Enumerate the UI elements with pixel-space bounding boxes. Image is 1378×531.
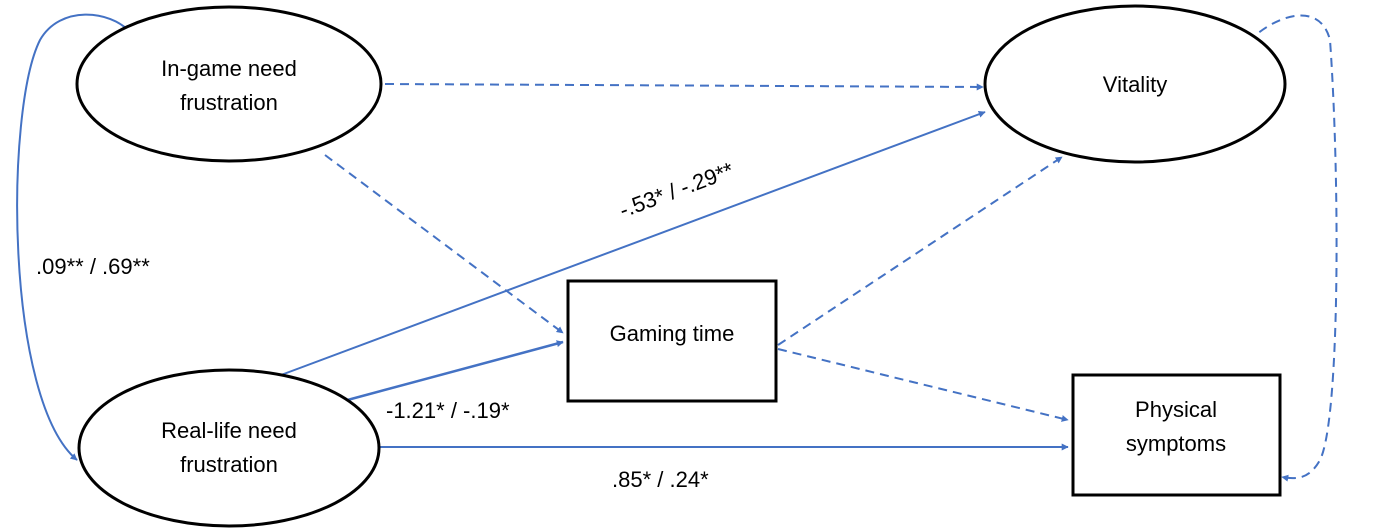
node-real-life-label-line2: frustration	[180, 452, 278, 477]
node-physical-symptoms: Physical symptoms	[1071, 373, 1282, 497]
arrow-gaming-time-to-physical	[777, 348, 1069, 422]
arrow-ingame-to-vitality	[384, 83, 984, 91]
covariance-arrow-ingame-reallife	[16, 13, 131, 461]
node-physical-label-line1: Physical	[1135, 397, 1217, 422]
covariance-arrow-vitality-physical	[1247, 14, 1338, 482]
node-physical-label-line2: symptoms	[1126, 431, 1226, 456]
node-gaming-time-box	[566, 279, 778, 403]
node-in-game-label-line2: frustration	[180, 90, 278, 115]
arrows-layer	[16, 13, 1338, 482]
node-in-game-need-frustration: In-game need frustration	[75, 5, 383, 163]
node-vitality: Vitality	[983, 4, 1287, 164]
node-gaming-time-label: Gaming time	[610, 321, 735, 346]
node-in-game-label-line1: In-game need	[161, 56, 297, 81]
label-reallife-to-gaming-time: -1.21* / -.19*	[386, 398, 510, 423]
node-in-game-ellipse	[75, 5, 383, 163]
node-real-life-label-line1: Real-life need	[161, 418, 297, 443]
label-reallife-to-physical: .85* / .24*	[612, 467, 709, 492]
arrow-ingame-to-gaming-time	[324, 154, 564, 334]
node-real-life-need-frustration: Real-life need frustration	[77, 368, 381, 528]
node-real-life-ellipse	[77, 368, 381, 528]
arrow-reallife-to-gaming-time	[339, 340, 564, 404]
node-vitality-ellipse	[983, 4, 1287, 164]
node-vitality-label: Vitality	[1103, 72, 1167, 97]
label-reallife-to-vitality: -.53* / -.29**	[616, 157, 737, 223]
arrow-gaming-time-to-vitality	[777, 156, 1063, 346]
arrow-reallife-to-vitality	[272, 110, 986, 379]
node-physical-symptoms-box	[1071, 373, 1282, 497]
node-gaming-time: Gaming time	[566, 279, 778, 403]
label-covariance-ingame-reallife: .09** / .69**	[36, 254, 150, 279]
